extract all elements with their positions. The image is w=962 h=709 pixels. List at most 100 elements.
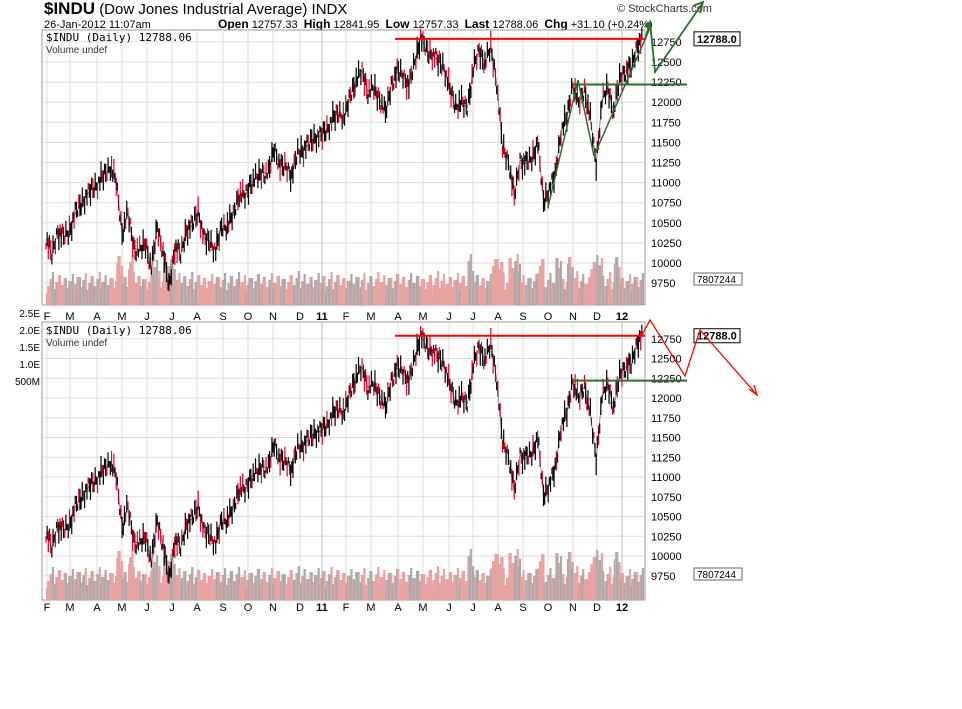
volume-tag: [693, 272, 743, 286]
volume-bar: [544, 582, 547, 600]
volume-bar: [396, 569, 399, 600]
volume-bar: [634, 277, 638, 305]
volume-bar: [201, 285, 204, 305]
volume-bar: [85, 290, 88, 305]
x-tick-label: A: [93, 311, 101, 323]
volume-bar: [215, 277, 218, 305]
volume-bar: [390, 278, 393, 305]
volume-bar: [311, 287, 314, 305]
volume-bar: [609, 272, 612, 305]
volume-bar: [143, 279, 146, 305]
volume-bar: [524, 580, 527, 600]
volume-bar: [61, 285, 64, 305]
volume-bar: [520, 577, 523, 600]
volume-bar: [241, 577, 244, 600]
volume-bar: [406, 582, 409, 600]
y-tick-label: 10500: [651, 512, 682, 524]
volume-bar: [411, 290, 414, 305]
volume-bar: [359, 582, 362, 600]
volume-bar: [305, 284, 309, 305]
volume-bar: [562, 279, 565, 305]
volume-bar: [627, 281, 630, 305]
volume-bar: [584, 284, 587, 305]
panel2-legend: $INDU (Daily) 12788.06: [46, 324, 192, 337]
volume-bar: [412, 578, 415, 600]
volume-bar: [377, 567, 380, 600]
volume-bar: [633, 572, 636, 600]
volume-bar: [421, 574, 424, 600]
volume-bar: [150, 275, 153, 305]
volume-bar: [249, 573, 252, 600]
volume-bar: [494, 259, 497, 305]
chg-label: Chg: [544, 17, 568, 31]
volume-bar: [110, 278, 113, 305]
volume-bar: [445, 284, 448, 305]
volume-bar: [212, 291, 215, 305]
volume-bar: [127, 269, 131, 305]
copyright[interactable]: © StockCharts.com: [617, 3, 712, 15]
y-tick-label: 10500: [651, 218, 682, 230]
volume-bar: [387, 278, 391, 305]
volume-bar: [561, 279, 564, 305]
volume-bar: [355, 277, 358, 305]
volume-bar: [534, 281, 537, 305]
volume-bar: [72, 291, 76, 305]
volume-bar: [216, 572, 220, 600]
volume-bar: [103, 577, 106, 600]
last-price-tag: [693, 31, 741, 47]
volume-bar: [184, 276, 187, 305]
volume-tag: [693, 567, 743, 581]
volume-bar: [617, 267, 620, 305]
volume-bar: [349, 576, 352, 600]
volume-bar: [357, 572, 360, 600]
volume-bar: [417, 571, 420, 600]
volume-bar: [281, 279, 284, 305]
volume-bar: [122, 579, 125, 600]
volume-bar: [543, 287, 546, 305]
volume-bar: [527, 573, 530, 600]
volume-bar: [569, 552, 572, 600]
volume-bar: [404, 582, 407, 600]
volume-bar: [508, 553, 511, 600]
volume-bar: [302, 281, 305, 305]
volume-bar: [563, 289, 566, 305]
x-tick-label: F: [343, 602, 350, 614]
volume-bar: [376, 279, 379, 305]
volume-bar: [537, 273, 540, 305]
volume-bar: [524, 285, 527, 305]
volume-bar: [270, 568, 273, 600]
volume-bar: [288, 282, 291, 305]
volume-bar: [490, 273, 494, 305]
volume-bar: [230, 276, 234, 305]
volume-bar: [358, 287, 361, 305]
volume-bar: [403, 572, 406, 600]
volume-bar: [415, 276, 419, 305]
volume-bar: [493, 561, 496, 600]
volume-bar: [344, 583, 347, 600]
volume-bar: [421, 279, 424, 305]
volume-bar: [427, 577, 430, 600]
volume-bar: [330, 272, 333, 305]
volume-bar: [473, 282, 476, 305]
volume-bar: [125, 287, 128, 305]
volume-bar: [281, 574, 284, 600]
volume-bar: [136, 578, 139, 600]
volume-bar: [337, 275, 340, 305]
volume-bar: [448, 572, 451, 600]
volume-bar: [187, 581, 190, 600]
volume-bar: [343, 278, 346, 305]
volume-bar: [136, 283, 139, 305]
volume-bar: [557, 268, 560, 305]
volume-bar: [502, 273, 505, 305]
volume-bar: [261, 284, 264, 305]
volume-bar: [440, 281, 443, 305]
volume-bar: [499, 564, 502, 600]
volume-bar: [55, 282, 58, 305]
volume-bar: [459, 578, 462, 600]
volume-bar: [219, 582, 222, 600]
high-label: High: [303, 17, 331, 31]
volume-bar: [370, 276, 373, 305]
volume-bar: [610, 584, 613, 600]
volume-bar: [175, 575, 179, 600]
volume-bar: [469, 549, 472, 600]
